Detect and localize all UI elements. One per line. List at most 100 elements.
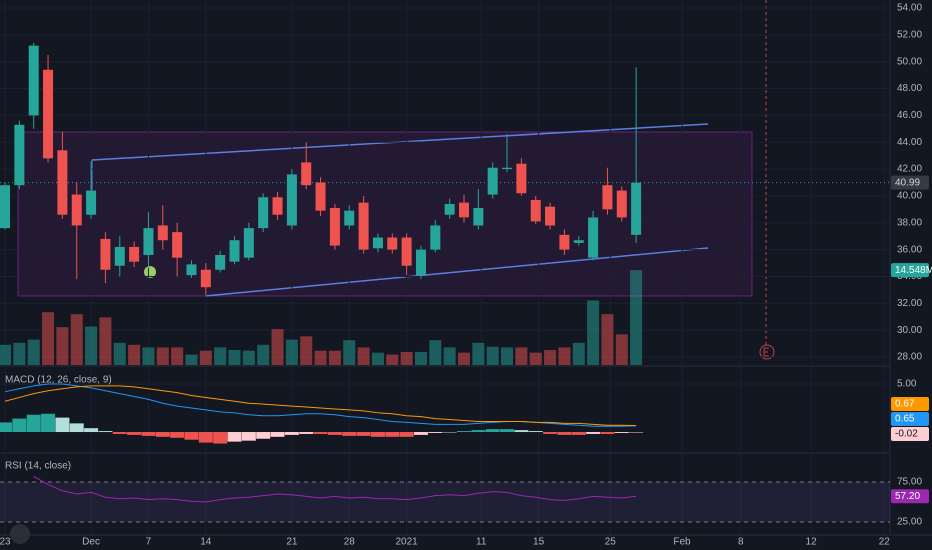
candle-body <box>444 203 455 215</box>
candle-body <box>157 225 168 241</box>
y-tick-label: 40.00 <box>897 191 922 202</box>
candle-body <box>129 246 140 262</box>
marker <box>144 266 156 278</box>
x-tick-label: 28 <box>344 537 356 548</box>
pane-title: MACD (12, 26, close, 9) <box>5 375 112 386</box>
histogram-bar <box>198 432 213 443</box>
y-tick-label: 28.00 <box>897 352 922 363</box>
volume-bar <box>285 339 298 365</box>
volume-bar <box>185 354 198 365</box>
histogram-bar <box>543 432 558 434</box>
histogram-bar <box>227 432 242 442</box>
candle-body <box>459 202 470 218</box>
logo[interactable] <box>10 524 30 544</box>
volume-bar <box>357 347 370 365</box>
macd-line <box>4 385 637 427</box>
x-tick-label: 8 <box>738 537 744 548</box>
histogram-bar <box>213 432 228 444</box>
volume-bar <box>529 352 542 365</box>
volume-bar <box>443 347 456 365</box>
histogram-bar <box>141 432 156 436</box>
volume-bar <box>371 352 384 365</box>
histogram-bar <box>629 432 644 433</box>
candle-body <box>602 185 613 210</box>
histogram-bar <box>342 432 357 436</box>
histogram-bar <box>586 432 601 434</box>
volume-bar <box>429 340 442 365</box>
band-fill <box>0 482 890 522</box>
histogram-bar <box>155 432 170 437</box>
volume-bar <box>214 347 227 365</box>
candle-body <box>387 237 398 250</box>
histogram-bar <box>356 432 371 436</box>
histogram-bar <box>571 432 586 435</box>
candle-body <box>43 69 54 159</box>
candle-body <box>530 199 541 222</box>
histogram-bar <box>327 432 342 435</box>
x-tick-label: Dec <box>82 537 100 548</box>
x-tick-label: 2021 <box>396 537 419 548</box>
x-tick-label: 7 <box>146 537 152 548</box>
volume-bar <box>242 350 255 365</box>
volume-bar <box>85 326 98 365</box>
volume-bar <box>400 351 413 365</box>
candle-body <box>200 269 211 288</box>
candle-body <box>0 185 11 229</box>
volume-bar <box>156 347 169 365</box>
candle-body <box>616 190 627 218</box>
histogram-bar <box>385 432 400 437</box>
x-tick-label: 25 <box>605 537 617 548</box>
histogram-bar <box>528 431 543 433</box>
volume-bar <box>128 344 141 365</box>
rsi-line <box>33 475 637 503</box>
earnings-icon[interactable] <box>759 344 775 360</box>
y-tick-label: 30.00 <box>897 325 922 336</box>
last-value-label: 57.20 <box>895 491 920 502</box>
y-tick-label: 54.00 <box>897 3 922 14</box>
last-value-label-box <box>891 412 929 426</box>
volume-bar <box>13 342 26 365</box>
earnings-icon-glyph <box>763 347 769 357</box>
candle-body <box>301 162 312 186</box>
last-value-label: 0.67 <box>895 399 915 410</box>
candle-body <box>57 150 68 215</box>
histogram-bar <box>26 414 41 433</box>
histogram-bar <box>112 432 127 434</box>
volume-bar <box>414 351 427 365</box>
last-value-label: 0.65 <box>895 414 915 425</box>
candle-body <box>186 264 197 276</box>
candle-body <box>358 202 369 250</box>
histogram-bar <box>600 432 615 434</box>
candle-body <box>258 197 269 229</box>
volume-bar <box>199 350 212 365</box>
volume-bar <box>386 354 399 365</box>
volume-bar <box>472 342 485 365</box>
volume-bar <box>601 314 614 365</box>
volume-bar <box>544 350 557 365</box>
y-tick-label: 42.00 <box>897 164 922 175</box>
histogram-bar <box>471 430 486 433</box>
candle-body <box>329 208 340 246</box>
candle-body <box>286 174 297 226</box>
x-tick-label: Feb <box>673 537 691 548</box>
volume-bar <box>27 339 40 365</box>
candle-body <box>229 240 240 262</box>
last-value-label-box <box>891 427 929 441</box>
histogram-bar <box>84 428 99 433</box>
histogram-bar <box>557 432 572 435</box>
y-tick-label: 44.00 <box>897 137 922 148</box>
candle-body <box>243 228 254 258</box>
candle-body <box>172 232 183 258</box>
volume-bar <box>99 317 112 365</box>
volume-bar <box>300 336 313 365</box>
candle-body <box>473 208 484 226</box>
candle-body <box>487 167 498 195</box>
candle-body <box>315 182 326 211</box>
x-tick-label: 11 <box>476 537 487 548</box>
volume-bar <box>630 270 643 365</box>
histogram-bar <box>614 432 629 433</box>
histogram-bar <box>170 432 185 438</box>
candle-body <box>28 45 39 116</box>
